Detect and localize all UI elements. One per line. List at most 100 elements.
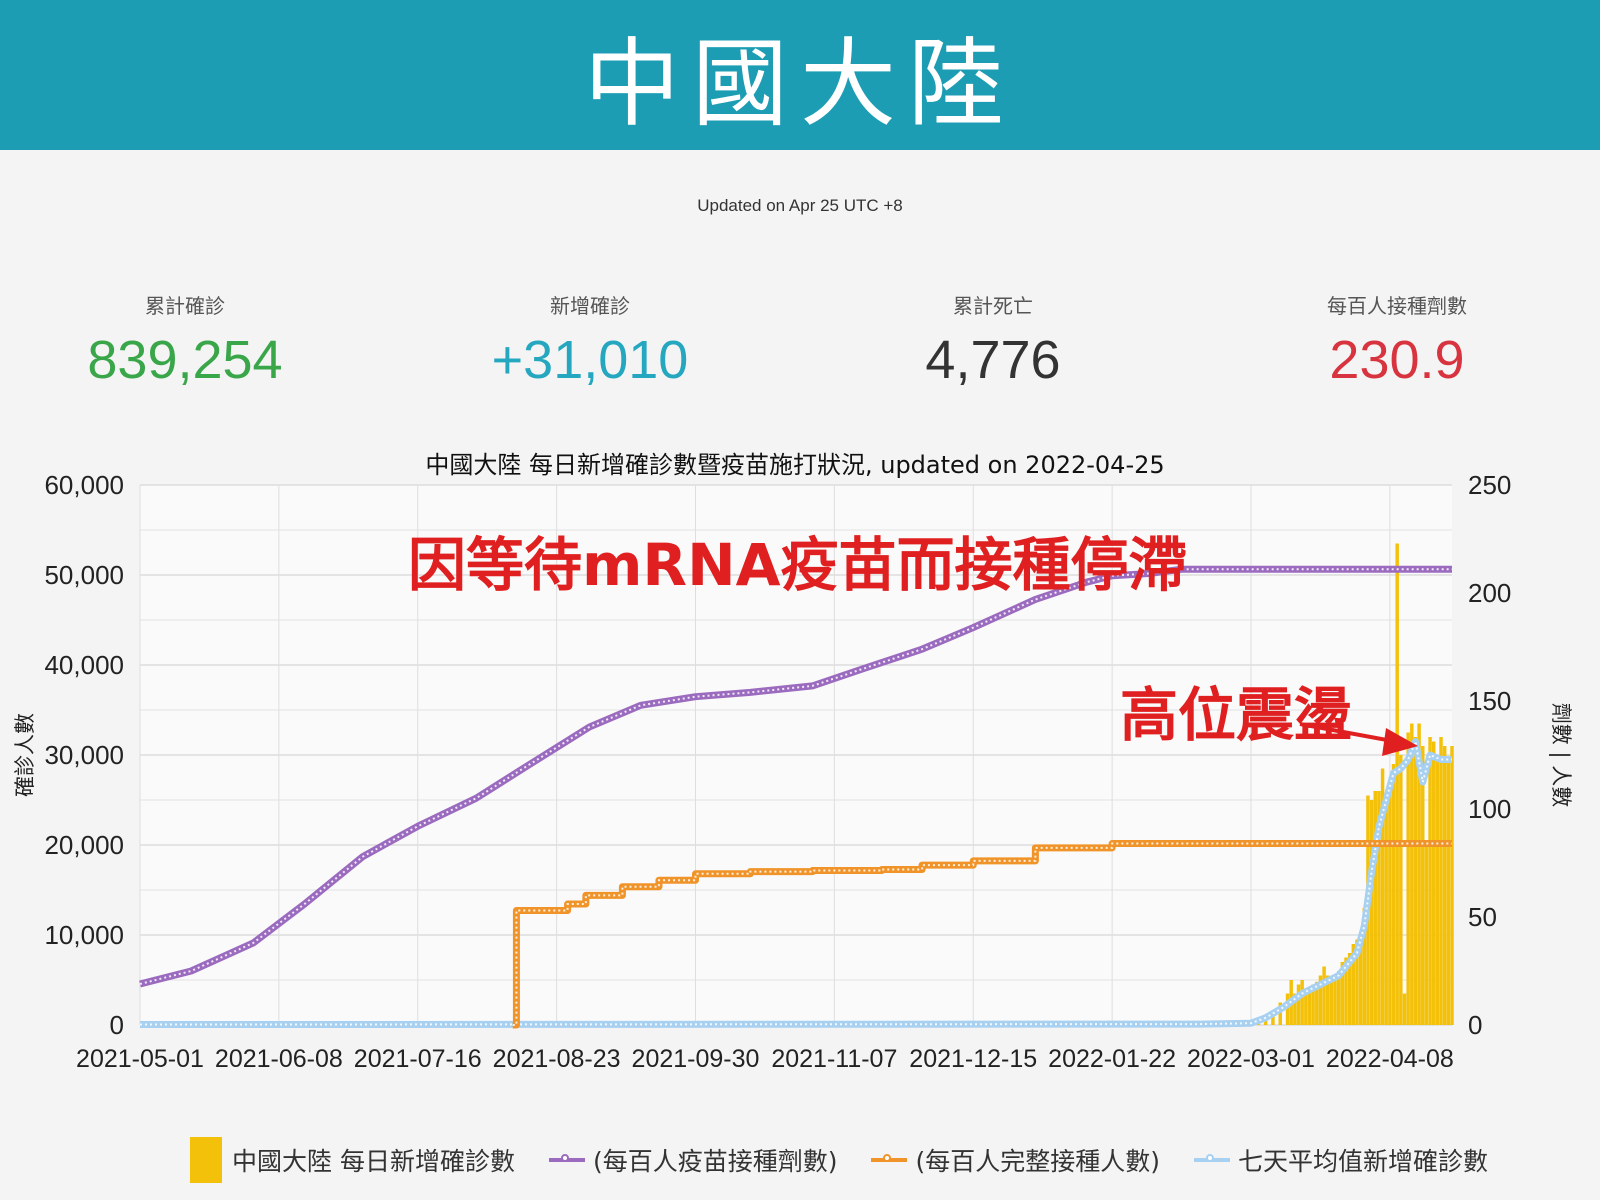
legend-swatch-bar bbox=[190, 1137, 222, 1183]
daily-cases-bar bbox=[1410, 723, 1414, 1025]
legend-item-fully-vaccinated[interactable]: (每百人完整接種人數) bbox=[871, 1142, 1160, 1178]
legend-label: 七天平均值新增確診數 bbox=[1237, 1147, 1488, 1176]
y2-tick-label: 200 bbox=[1468, 578, 1511, 608]
y-tick-label: 10,000 bbox=[44, 920, 124, 950]
stat-label: 每百人接種劑數 bbox=[1327, 294, 1467, 318]
daily-cases-bar bbox=[1442, 746, 1447, 1025]
stat-label: 累計死亡 bbox=[953, 294, 1033, 318]
x-tick-label: 2021-06-08 bbox=[215, 1045, 343, 1073]
chart-legend: 中國大陸 每日新增確診數 (每百人疫苗接種劑數) (每百人完整接種人數) 七天平… bbox=[190, 1135, 1522, 1185]
daily-cases-bar bbox=[1318, 975, 1323, 1025]
y2-tick-label: 100 bbox=[1468, 794, 1511, 824]
daily-cases-bar bbox=[1435, 755, 1440, 1025]
legend-swatch-line bbox=[871, 1154, 908, 1162]
x-tick-label: 2022-04-08 bbox=[1326, 1045, 1454, 1073]
annotation-high-plateau: 高位震盪 bbox=[1120, 681, 1352, 749]
stat-doses-per-hundred: 每百人接種劑數 230.9 bbox=[1257, 290, 1537, 391]
x-tick-label: 2021-08-23 bbox=[493, 1045, 621, 1073]
y2-tick-label: 0 bbox=[1468, 1010, 1482, 1040]
y-tick-label: 40,000 bbox=[44, 650, 124, 680]
page-title: 中國大陸 bbox=[584, 27, 1016, 140]
y2-tick-label: 250 bbox=[1468, 470, 1511, 500]
daily-cases-bar bbox=[1417, 723, 1421, 1025]
annotation-arrow-shaft bbox=[1299, 722, 1399, 744]
daily-cases-bar bbox=[1300, 980, 1304, 1025]
stat-label: 累計確診 bbox=[145, 294, 225, 318]
page-header: 中國大陸 bbox=[0, 0, 1600, 150]
daily-cases-bar bbox=[1373, 791, 1377, 1025]
y2-axis-label: 劑數 | 人數 bbox=[1548, 703, 1573, 807]
y-tick-label: 30,000 bbox=[44, 740, 124, 770]
daily-cases-bar bbox=[1333, 975, 1337, 1025]
y2-tick-label: 150 bbox=[1468, 686, 1511, 716]
daily-cases-bar bbox=[1326, 975, 1330, 1025]
daily-cases-bar bbox=[1307, 987, 1312, 1025]
legend-label: 中國大陸 每日新增確診數 bbox=[232, 1147, 515, 1176]
stat-label: 新增確診 bbox=[550, 294, 630, 318]
chart-title: 中國大陸 每日新增確診數暨疫苗施打狀況, updated on 2022-04-… bbox=[425, 451, 1164, 479]
fully-vaccinated-line-markers bbox=[512, 842, 1452, 1026]
x-tick-label: 2021-07-16 bbox=[354, 1045, 482, 1073]
daily-cases-bar bbox=[1413, 737, 1418, 1025]
legend-item-seven-day-avg[interactable]: 七天平均值新增確診數 bbox=[1193, 1142, 1488, 1178]
daily-cases-bar bbox=[1347, 953, 1352, 1025]
daily-cases-bar bbox=[1406, 732, 1410, 1025]
legend-item-daily-cases[interactable]: 中國大陸 每日新增確診數 bbox=[190, 1137, 515, 1183]
stat-value: 4,776 bbox=[925, 330, 1061, 390]
daily-cases-bar bbox=[1351, 944, 1356, 1025]
daily-cases-bar bbox=[1424, 845, 1429, 1025]
annotation-arrow-head bbox=[1382, 728, 1418, 756]
daily-cases-bar bbox=[1358, 935, 1363, 1025]
daily-cases-bar bbox=[1315, 981, 1319, 1025]
updated-timestamp: Updated on Apr 25 UTC +8 bbox=[697, 196, 903, 215]
doses-per-hundred-line bbox=[139, 565, 1452, 988]
x-tick-label: 2021-11-07 bbox=[771, 1045, 897, 1073]
daily-cases-bar bbox=[1278, 1002, 1282, 1025]
daily-cases-bar bbox=[1285, 993, 1290, 1025]
y-tick-label: 0 bbox=[110, 1010, 124, 1040]
y2-tick-label: 50 bbox=[1468, 902, 1497, 932]
stat-value: 839,254 bbox=[87, 330, 283, 390]
x-tick-label: 2022-01-22 bbox=[1048, 1045, 1176, 1073]
daily-cases-bar bbox=[1311, 984, 1315, 1025]
daily-cases-bar bbox=[1329, 980, 1334, 1025]
daily-cases-bar bbox=[1340, 962, 1345, 1025]
stat-new-confirmed: 新增確診 +31,010 bbox=[450, 290, 730, 391]
stat-total-confirmed: 累計確診 839,254 bbox=[45, 290, 325, 391]
seven-day-avg-line-markers bbox=[139, 737, 1452, 1026]
daily-cases-bar bbox=[1322, 966, 1326, 1025]
x-tick-label: 2021-09-30 bbox=[632, 1045, 760, 1073]
daily-cases-bar bbox=[1380, 768, 1385, 1025]
daily-cases-bar bbox=[1271, 1011, 1275, 1025]
daily-cases-bar bbox=[1369, 800, 1374, 1025]
daily-cases-bar bbox=[1402, 993, 1407, 1025]
daily-cases-bar bbox=[1421, 746, 1425, 1025]
annotation-vaccination-stalled: 因等待mRNA疫苗而接種停滯 bbox=[408, 531, 1187, 599]
x-tick-label: 2021-05-01 bbox=[76, 1045, 204, 1073]
legend-swatch-line bbox=[1193, 1154, 1230, 1162]
stat-value: 230.9 bbox=[1329, 330, 1465, 390]
y-axis-label: 確診人數 bbox=[13, 713, 37, 797]
x-tick-label: 2021-12-15 bbox=[909, 1045, 1037, 1073]
daily-cases-bar bbox=[1391, 764, 1396, 1025]
x-tick-label: 2022-03-01 bbox=[1187, 1045, 1315, 1073]
legend-label: (每百人完整接種人數) bbox=[915, 1147, 1160, 1176]
daily-cases-bar bbox=[1293, 993, 1297, 1025]
daily-cases-bar bbox=[1336, 971, 1341, 1025]
cases-vaccination-chart: 0 10,000 20,000 30,000 40,000 50,000 60,000 0 50… bbox=[13, 451, 1573, 1073]
daily-cases-bar bbox=[1399, 755, 1403, 1025]
daily-cases-bar bbox=[1446, 759, 1451, 1025]
stat-value: +31,010 bbox=[491, 330, 689, 390]
daily-cases-bar bbox=[1450, 746, 1454, 1025]
y-tick-label: 50,000 bbox=[44, 560, 124, 590]
daily-cases-bar bbox=[1439, 737, 1443, 1025]
y-tick-label: 20,000 bbox=[44, 830, 124, 860]
y-tick-label: 60,000 bbox=[44, 470, 124, 500]
daily-cases-bar bbox=[1355, 939, 1359, 1025]
daily-cases-bar bbox=[1304, 989, 1308, 1025]
daily-cases-bar bbox=[1344, 957, 1348, 1025]
daily-cases-bar bbox=[1388, 782, 1392, 1025]
legend-swatch-line bbox=[548, 1154, 585, 1162]
daily-cases-bar bbox=[1296, 984, 1301, 1025]
legend-item-doses[interactable]: (每百人疫苗接種劑數) bbox=[548, 1142, 837, 1178]
